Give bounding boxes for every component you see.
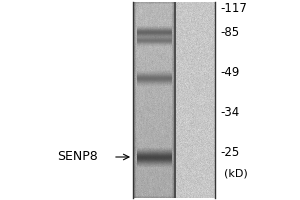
Text: -117: -117 [220,1,247,15]
Text: -49: -49 [220,66,239,79]
Text: -25: -25 [220,146,239,158]
Text: (kD): (kD) [224,169,248,179]
Text: SENP8: SENP8 [58,150,98,164]
Text: -34: -34 [220,106,239,118]
Text: -85: -85 [220,26,239,40]
